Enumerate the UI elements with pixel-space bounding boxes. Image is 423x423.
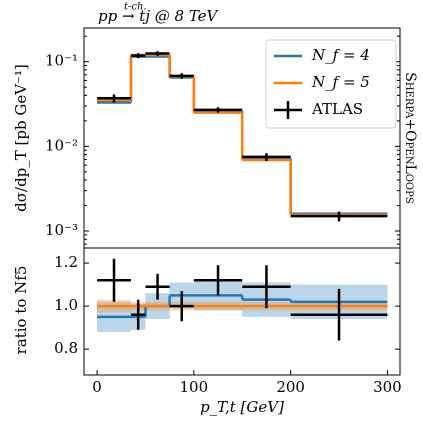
y-tick-label: 10⁻² [45, 136, 78, 154]
y-tick-label: 0.8 [54, 339, 78, 357]
x-axis-label: p_T,t [GeV] [200, 398, 284, 416]
y-tick-label: 10⁻¹ [45, 52, 78, 70]
plot-area [97, 51, 388, 222]
chart-title: pp → tj @ 8 TeV [98, 7, 220, 25]
legend-box [265, 39, 397, 129]
plot-area [97, 258, 388, 341]
y-tick-label: 10⁻³ [45, 221, 78, 239]
legend-label: N_f = 4 [311, 46, 370, 64]
y-tick-label: 1.0 [54, 296, 78, 314]
side-label: Sherpa+OpenLoops [402, 72, 418, 204]
y-axis-label: dσ/dp_T [pb GeV⁻¹] [12, 64, 30, 212]
title-note: t-ch. [124, 2, 147, 13]
y-tick-label: 1.2 [54, 253, 78, 271]
y-axis-label: ratio to Nf5 [12, 266, 30, 355]
legend-label: N_f = 5 [311, 73, 370, 91]
x-tick-label: 100 [180, 378, 209, 396]
axes-frame [83, 247, 401, 376]
x-tick-label: 300 [373, 378, 402, 396]
x-tick-label: 0 [92, 378, 102, 396]
x-tick-label: 200 [276, 378, 305, 396]
legend-label: ATLAS [311, 100, 363, 118]
